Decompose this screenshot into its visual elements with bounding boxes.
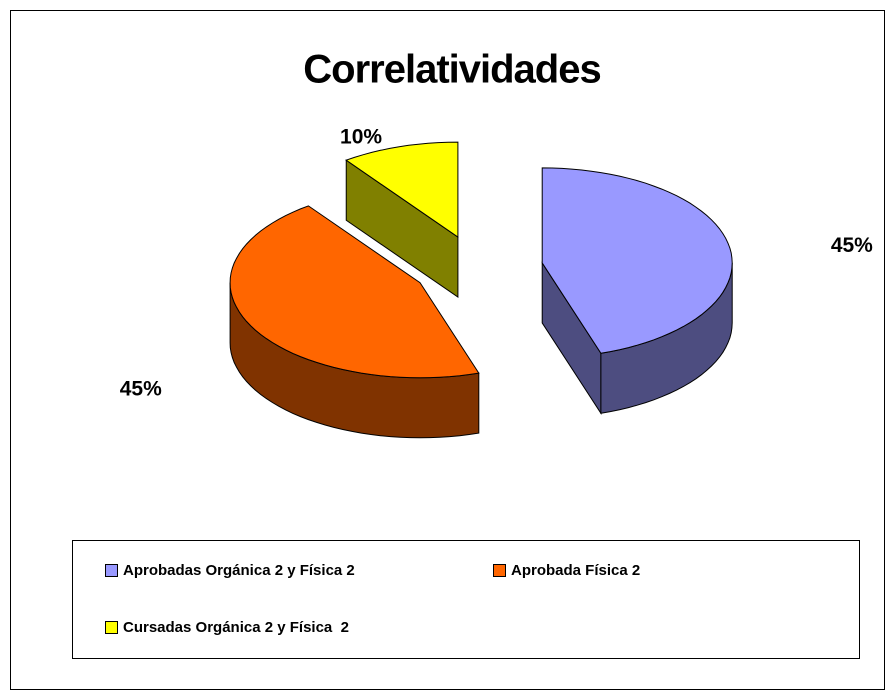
data-label: 45%	[831, 234, 873, 257]
legend-box	[72, 540, 860, 659]
legend-swatch	[493, 564, 506, 577]
slice	[541, 167, 733, 354]
legend-label: Cursadas Orgánica 2 y Física 2	[123, 619, 349, 636]
legend-label: Aprobada Física 2	[511, 562, 640, 579]
slice	[229, 205, 480, 379]
legend-swatch	[105, 564, 118, 577]
data-label: 10%	[340, 125, 382, 148]
slice	[345, 141, 459, 239]
data-label: 45%	[120, 378, 162, 401]
chart-title: Correlatividades	[303, 48, 600, 92]
legend-swatch	[105, 621, 118, 634]
legend-label: Aprobadas Orgánica 2 y Física 2	[123, 562, 355, 579]
